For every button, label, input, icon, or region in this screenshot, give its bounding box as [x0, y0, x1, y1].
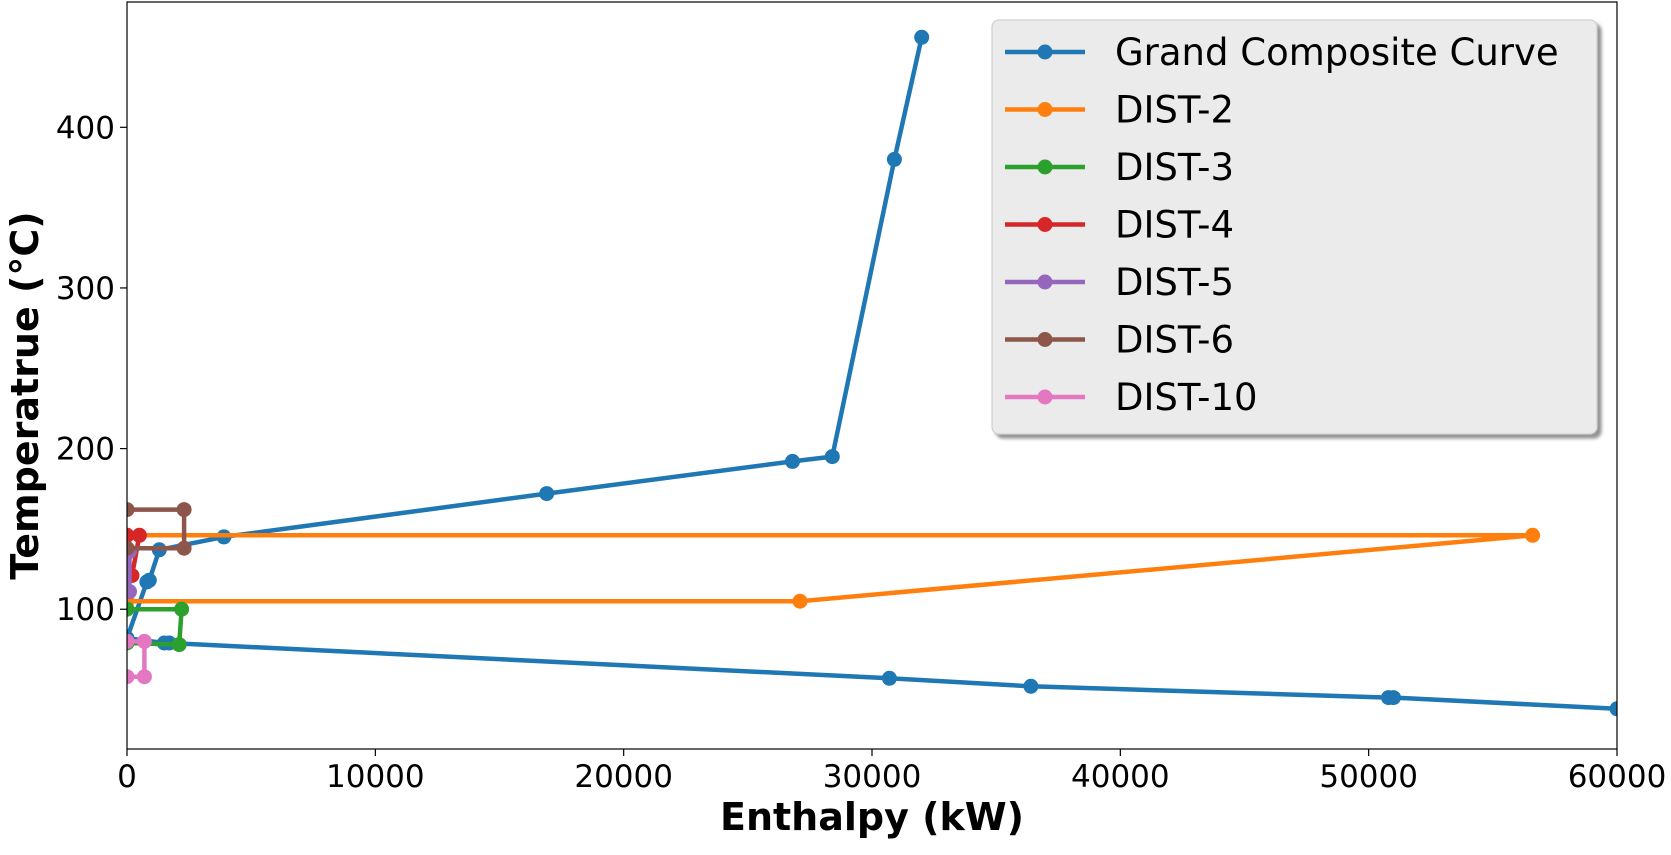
data-point-dist-3 — [171, 637, 187, 653]
data-point-grand-composite-curve — [785, 453, 800, 469]
data-point-dist-6 — [176, 540, 192, 556]
data-point-dist-3 — [174, 601, 190, 617]
legend-swatch-marker — [1037, 159, 1053, 175]
legend-label: DIST-4 — [1115, 204, 1234, 247]
data-point-grand-composite-curve — [824, 449, 840, 465]
y-tick-label: 100 — [56, 592, 115, 628]
data-point-grand-composite-curve — [539, 486, 555, 502]
data-point-dist-2 — [1525, 527, 1541, 543]
data-point-dist-6 — [127, 502, 135, 518]
data-point-dist-6 — [127, 540, 135, 556]
y-tick-label: 400 — [56, 110, 115, 146]
legend-swatch-marker — [1037, 102, 1053, 117]
legend-label: Grand Composite Curve — [1115, 31, 1559, 74]
legend-item-grand-composite-curve: Grand Composite Curve — [1005, 31, 1559, 74]
legend-item-dist-2: DIST-2 — [1005, 89, 1234, 132]
series-line-dist-10 — [127, 639, 147, 679]
legend-item-dist-6: DIST-6 — [1005, 319, 1234, 362]
legend-item-dist-3: DIST-3 — [1005, 146, 1234, 189]
x-tick-label: 20000 — [574, 759, 673, 795]
x-tick-label: 10000 — [326, 759, 425, 795]
legend-swatch-marker — [1037, 332, 1053, 347]
data-point-dist-10 — [136, 633, 152, 649]
series-line-dist-3 — [127, 606, 184, 647]
legend-swatch-marker — [1037, 44, 1053, 60]
legend-item-dist-5: DIST-5 — [1005, 261, 1234, 304]
y-axis-title: Temperatrue (°C) — [3, 211, 47, 579]
legend-label: DIST-2 — [1115, 89, 1234, 132]
x-axis-title: Enthalpy (kW) — [720, 795, 1024, 839]
legend-box — [991, 19, 1598, 435]
y-tick-label: 200 — [56, 432, 115, 468]
data-point-dist-4 — [127, 527, 135, 543]
legend-label: DIST-3 — [1115, 146, 1234, 189]
legend-label: DIST-6 — [1115, 319, 1234, 362]
legend-swatch-marker — [1037, 274, 1053, 290]
data-point-dist-6 — [176, 502, 192, 518]
data-point-grand-composite-curve — [914, 29, 930, 45]
data-point-dist-4 — [131, 527, 147, 543]
legend-swatch-marker — [1037, 217, 1053, 232]
legend-item-dist-10: DIST-10 — [1005, 376, 1258, 419]
legend-item-dist-4: DIST-4 — [1005, 204, 1234, 247]
y-tick-label: 300 — [56, 271, 115, 307]
data-point-dist-3 — [127, 601, 135, 617]
data-point-dist-10 — [127, 669, 135, 685]
series-line-dist-6 — [127, 507, 187, 551]
legend-label: DIST-10 — [1115, 376, 1258, 419]
data-point-grand-composite-curve — [1386, 690, 1401, 706]
x-tick-label: 50000 — [1319, 759, 1418, 795]
data-point-dist-5 — [127, 584, 135, 600]
data-point-grand-composite-curve — [886, 151, 902, 167]
legend: Grand Composite Curve DIST-2 DIST-3 DIST-4 D… — [991, 19, 1598, 435]
plot-area — [127, 29, 1617, 717]
x-tick-label: 0 — [117, 759, 137, 795]
data-point-grand-composite-curve — [139, 574, 155, 590]
data-point-dist-10 — [127, 633, 135, 649]
data-point-dist-10 — [136, 669, 152, 685]
legend-label: DIST-5 — [1115, 261, 1234, 304]
x-tick-label: 40000 — [1071, 759, 1170, 795]
x-tick-label: 30000 — [823, 759, 922, 795]
legend-swatch-marker — [1037, 389, 1053, 405]
x-tick-label: 60000 — [1568, 759, 1667, 795]
data-point-grand-composite-curve — [1023, 678, 1039, 694]
data-point-grand-composite-curve — [1609, 701, 1617, 717]
series-line-dist-2 — [127, 533, 1535, 604]
data-point-dist-2 — [792, 593, 808, 609]
data-point-grand-composite-curve — [881, 670, 897, 686]
